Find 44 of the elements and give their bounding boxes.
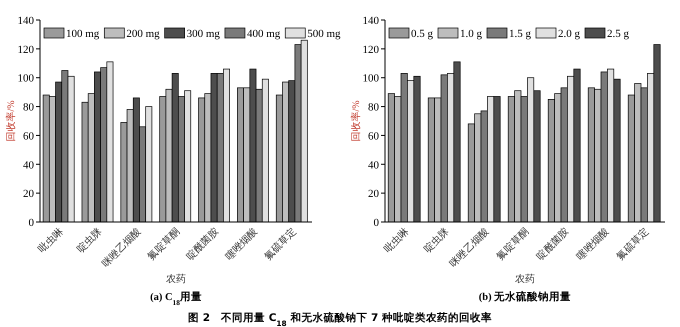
legend-label: 400 mg bbox=[246, 28, 281, 40]
legend-label: 200 mg bbox=[126, 28, 160, 40]
x-axis-title: 农药 bbox=[166, 273, 186, 285]
x-tick-label: 啶酰菌胺 bbox=[534, 226, 572, 262]
text: (b) 无水硫酸钠用量 bbox=[478, 290, 572, 303]
y-tick-label: 80 bbox=[23, 102, 34, 114]
x-tick-label: 吡虫啉 bbox=[381, 226, 412, 256]
y-tick-label: 60 bbox=[23, 130, 34, 142]
caption: 图 2 不同用量 C$_{18}$ 和无水硫酸钠下 7 种吡啶类农药的回收率 bbox=[188, 311, 492, 327]
x-axis-title: 农药 bbox=[515, 273, 535, 285]
x-tick-label: 氟啶草酮 bbox=[494, 226, 532, 262]
x-tick-label: 噻唑烟酸 bbox=[223, 226, 260, 262]
y-tick-label: 100 bbox=[18, 72, 34, 85]
legend-label: 100 mg bbox=[66, 28, 100, 40]
y-tick-label: 0 bbox=[28, 217, 34, 229]
y-tick-label: 100 bbox=[362, 72, 380, 85]
y-tick-label: 0 bbox=[374, 217, 380, 229]
y-tick-label: 120 bbox=[18, 44, 34, 56]
x-tick-label: 氟啶草酮 bbox=[145, 226, 182, 262]
x-tick-label: 吡虫啉 bbox=[36, 226, 66, 256]
text: (a) C$_{18}$用量 bbox=[150, 291, 202, 306]
y-tick-label: 40 bbox=[23, 159, 34, 172]
legend-label: 1.0 g bbox=[460, 28, 482, 40]
y-tick-label: 140 bbox=[362, 15, 380, 27]
y-axis-title: 回收率/% bbox=[5, 100, 17, 142]
legend-label: 0.5 g bbox=[411, 28, 434, 40]
y-tick-label: 140 bbox=[18, 15, 34, 27]
x-tick-label: 氟硫草定 bbox=[614, 226, 652, 262]
x-tick-label: 啶酰菌胺 bbox=[184, 226, 221, 262]
x-tick-label: 噻唑烟酸 bbox=[574, 226, 612, 262]
y-tick-label: 60 bbox=[368, 130, 380, 142]
legend-label: 2.0 g bbox=[558, 28, 580, 40]
legend-label: 500 mg bbox=[307, 28, 342, 40]
y-tick-label: 20 bbox=[368, 188, 380, 200]
y-tick-label: 40 bbox=[368, 159, 380, 172]
x-tick-label: 氟硫草定 bbox=[262, 226, 299, 262]
legend-label: 300 mg bbox=[186, 28, 220, 40]
y-axis-title: 回收率/% bbox=[350, 100, 362, 142]
y-tick-label: 20 bbox=[23, 188, 34, 200]
y-tick-label: 120 bbox=[362, 44, 380, 56]
legend-label: 1.5 g bbox=[509, 28, 532, 40]
legend-label: 2.5 g bbox=[607, 28, 630, 40]
y-tick-label: 80 bbox=[368, 102, 380, 114]
x-tick-label: 啶虫脒 bbox=[74, 226, 104, 256]
